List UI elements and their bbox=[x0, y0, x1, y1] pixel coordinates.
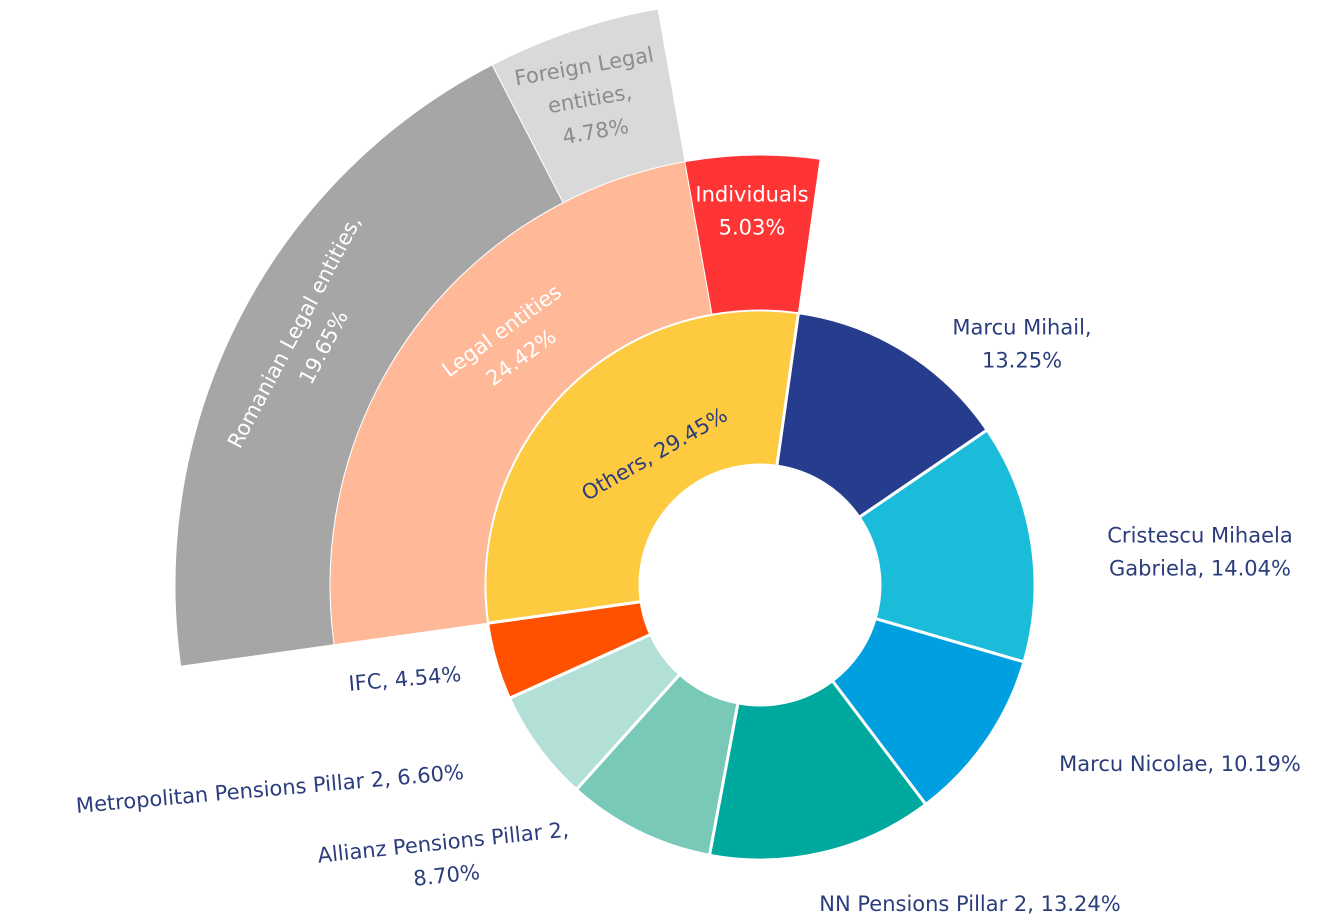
segment bbox=[684, 154, 821, 315]
segment-label: IFC, 4.54% bbox=[348, 662, 463, 696]
label-line: Allianz Pensions Pillar 2, bbox=[316, 817, 569, 867]
label-line: Marcu Mihail, bbox=[952, 316, 1091, 340]
label-line: NN Pensions Pillar 2, 13.24% bbox=[819, 892, 1120, 916]
segment-label: Individuals 5.03% bbox=[695, 183, 808, 240]
label-line: Metropolitan Pensions Pillar 2, 6.60% bbox=[75, 760, 465, 818]
label-line: 13.25% bbox=[982, 349, 1062, 373]
segment bbox=[491, 8, 686, 204]
segment bbox=[857, 427, 1037, 664]
segment bbox=[775, 310, 990, 520]
segment-label: Metropolitan Pensions Pillar 2, 6.60% bbox=[75, 760, 465, 818]
label-line: 5.03% bbox=[719, 216, 786, 240]
segment-label: Allianz Pensions Pillar 2,8.70% bbox=[316, 817, 569, 891]
segment-label: Marcu Nicolae, 10.19% bbox=[1059, 752, 1301, 776]
label-line: Marcu Nicolae, 10.19% bbox=[1059, 752, 1301, 776]
segment-label: Marcu Mihail, 13.25% bbox=[952, 316, 1091, 373]
segment bbox=[707, 678, 928, 862]
label-line: Gabriela, 14.04% bbox=[1109, 557, 1291, 581]
segment-label: Cristescu Mihaela Gabriela, 14.04% bbox=[1107, 524, 1292, 581]
label-line: IFC, 4.54% bbox=[348, 662, 463, 696]
segment-label: NN Pensions Pillar 2, 13.24% bbox=[819, 892, 1120, 916]
label-line: Cristescu Mihaela bbox=[1107, 524, 1292, 548]
segment bbox=[174, 64, 564, 667]
label-line: 8.70% bbox=[412, 860, 481, 891]
label-line: Individuals bbox=[695, 183, 808, 207]
